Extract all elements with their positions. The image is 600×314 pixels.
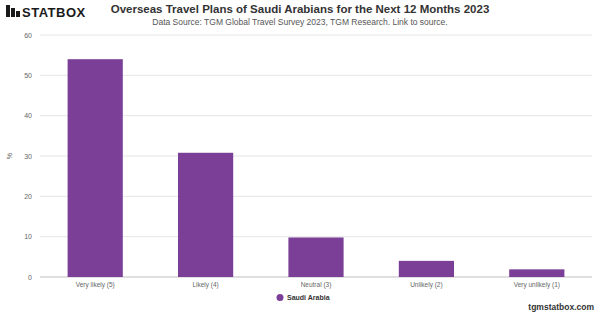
y-tick-label: 30 [24, 153, 32, 160]
legend-marker [277, 294, 284, 301]
subtitle: Data Source: TGM Global Travel Survey 20… [152, 17, 447, 27]
x-tick-label: Unlikely (2) [410, 281, 443, 289]
y-tick-label: 0 [28, 274, 32, 281]
bar [178, 153, 233, 277]
chart-svg: STATBOX Overseas Travel Plans of Saudi Ar… [0, 0, 600, 314]
bar [288, 237, 343, 277]
title: Overseas Travel Plans of Saudi Arabians … [111, 3, 490, 15]
chart-container: STATBOX Overseas Travel Plans of Saudi Ar… [0, 0, 600, 314]
y-tick-label: 40 [24, 112, 32, 119]
legend: Saudi Arabia [277, 294, 330, 301]
bar [399, 261, 454, 277]
x-tick-label: Likely (4) [192, 281, 218, 289]
logo-icon [6, 5, 10, 17]
x-tick-label: Very unlikely (1) [514, 281, 560, 289]
x-tick-label: Very likely (5) [76, 281, 115, 289]
y-axis: 0 10 20 30 40 50 60 [24, 32, 592, 281]
logo-icon [16, 11, 20, 17]
logo-icon [11, 8, 15, 17]
bar [509, 269, 564, 277]
y-tick-label: 10 [24, 233, 32, 240]
y-axis-label: % [6, 153, 13, 159]
y-tick-label: 50 [24, 72, 32, 79]
x-tick-label: Neutral (3) [301, 281, 332, 289]
logo-text: STATBOX [22, 5, 86, 20]
y-tick-label: 20 [24, 193, 32, 200]
x-axis: Very likely (5) Likely (4) Neutral (3) Unli… [76, 281, 560, 289]
logo: STATBOX [6, 5, 86, 20]
bar [68, 59, 123, 277]
grid-line [40, 35, 592, 36]
footer: tgmstatbox.com [528, 302, 594, 312]
y-tick-label: 60 [24, 32, 32, 39]
legend-label: Saudi Arabia [287, 294, 330, 301]
bars [68, 59, 565, 277]
